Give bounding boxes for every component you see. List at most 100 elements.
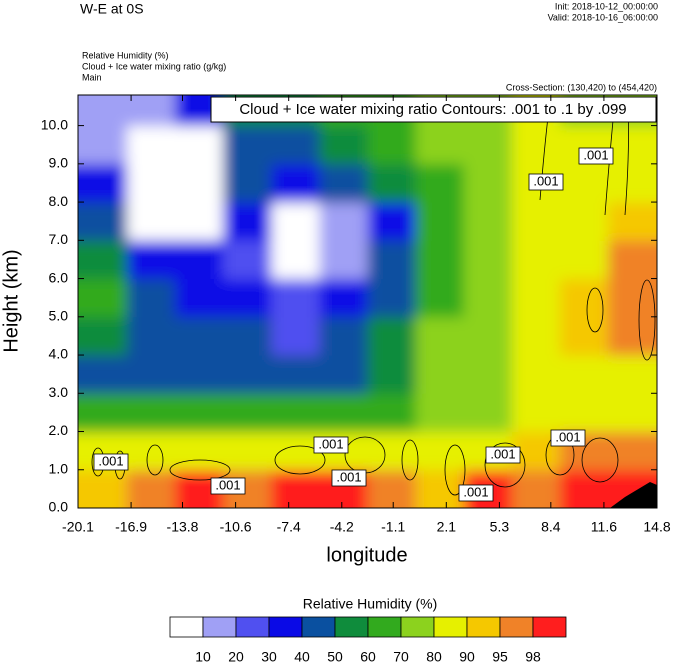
field-cell: [463, 316, 513, 356]
field-cell: [319, 240, 368, 280]
field-cell: [511, 355, 561, 394]
field-cell: [463, 125, 513, 165]
cross-section: Cross-Section: (130,420) to (454,420): [506, 82, 657, 92]
field-cell: [608, 355, 657, 394]
field-cell: [319, 278, 368, 318]
field-cell: [126, 278, 176, 318]
y-tick-label: 3.0: [49, 384, 69, 400]
field-cell: [463, 240, 513, 280]
field-cell: [367, 355, 417, 394]
y-tick-label: 9.0: [49, 155, 69, 171]
colorbar-swatch: [400, 616, 435, 638]
field-cell: [271, 163, 320, 203]
field-cell: [559, 202, 609, 241]
colorbar-swatch: [202, 616, 237, 638]
x-tick-label: -4.2: [330, 519, 354, 535]
contour-label: .001: [555, 429, 580, 444]
field-cell: [559, 393, 609, 433]
field-cell: [126, 355, 176, 394]
field-cell: [175, 278, 224, 318]
field-cell: [559, 278, 609, 318]
valid-time: Valid: 2018-10-16_06:00:00: [548, 12, 658, 22]
y-axis-label: Height (km): [0, 249, 22, 352]
y-tick-label: 0.0: [49, 499, 69, 515]
colorbar-title: Relative Humidity (%): [303, 596, 438, 612]
field-cell: [463, 355, 513, 394]
field-cell: [319, 316, 368, 356]
contour-label-box: [93, 453, 129, 471]
field-cell: [559, 316, 609, 356]
field-cell: [608, 393, 657, 433]
field-cell: [78, 240, 128, 280]
y-tick-label: 10.0: [41, 116, 68, 132]
x-tick-label: -20.1: [62, 519, 94, 535]
field-cell: [175, 240, 224, 280]
contour-label-box: [528, 173, 564, 191]
field-cell: [415, 163, 465, 203]
init-time: Init: 2018-10-12_00:00:00: [555, 1, 658, 11]
x-tick-label: 5.3: [490, 519, 510, 535]
contour-label-box: [550, 429, 586, 447]
colorbar-swatch: [499, 616, 534, 638]
field-cell: [175, 431, 224, 471]
field-cell: [319, 202, 368, 241]
colorbar-swatch: [466, 616, 501, 638]
field-cell: [319, 163, 368, 203]
field-cell: [511, 278, 561, 318]
colorbar-swatch: [235, 616, 270, 638]
field-cell: [126, 431, 176, 471]
field-cell: [367, 316, 417, 356]
field-cell: [223, 316, 272, 356]
field-cell: [367, 469, 417, 508]
field-cell: [367, 393, 417, 433]
field-cell: [319, 393, 368, 433]
colorbar-swatch: [301, 616, 336, 638]
field-cell: [415, 125, 465, 165]
contour-label-box: [485, 446, 521, 464]
x-tick-label: -13.8: [167, 519, 199, 535]
colorbar-label: 20: [228, 649, 244, 665]
colorbar-label: 70: [393, 649, 409, 665]
field-cell: [271, 469, 320, 508]
field-cell: [415, 240, 465, 280]
colorbar-swatch: [268, 616, 303, 638]
field-cell: [271, 316, 320, 356]
field-cell: [559, 469, 609, 508]
contour-label-box: [458, 484, 494, 502]
field-cell: [511, 393, 561, 433]
field-cell: [367, 278, 417, 318]
colorbar-label: 90: [459, 649, 475, 665]
field-cell: [511, 125, 561, 165]
x-tick-label: 14.8: [643, 519, 670, 535]
field-cell: [463, 278, 513, 318]
contour-info: Cloud + Ice water mixing ratio Contours:…: [239, 101, 626, 118]
field-cell: [223, 393, 272, 433]
field-cell: [126, 316, 176, 356]
field-cell: [78, 202, 128, 241]
field-cell: [223, 431, 272, 471]
field-cell: [78, 125, 128, 165]
field-cell: [415, 431, 465, 471]
contour-info-box: [210, 96, 657, 123]
field-cell: [78, 163, 128, 203]
field-cell: [511, 240, 561, 280]
field-cell: [463, 163, 513, 203]
field-cell: [271, 431, 320, 471]
field-cell: [415, 469, 465, 508]
field-cell: [126, 95, 176, 127]
field: [78, 95, 657, 508]
field-name: Main: [82, 72, 102, 82]
field-cell: [175, 316, 224, 356]
field-cell: [175, 202, 224, 241]
colorbar-swatch: [169, 616, 204, 638]
field-cell: [511, 469, 561, 508]
field-name: Relative Humidity (%): [82, 50, 169, 60]
field-cell: [78, 278, 128, 318]
colorbar-swatch: [367, 616, 402, 638]
field-cell: [78, 393, 128, 433]
contour-label: .001: [463, 484, 488, 499]
colorbar-label: 98: [525, 649, 541, 665]
field-cell: [126, 125, 176, 165]
x-axis-label: longitude: [326, 544, 407, 566]
colorbar-swatch: [532, 616, 567, 638]
